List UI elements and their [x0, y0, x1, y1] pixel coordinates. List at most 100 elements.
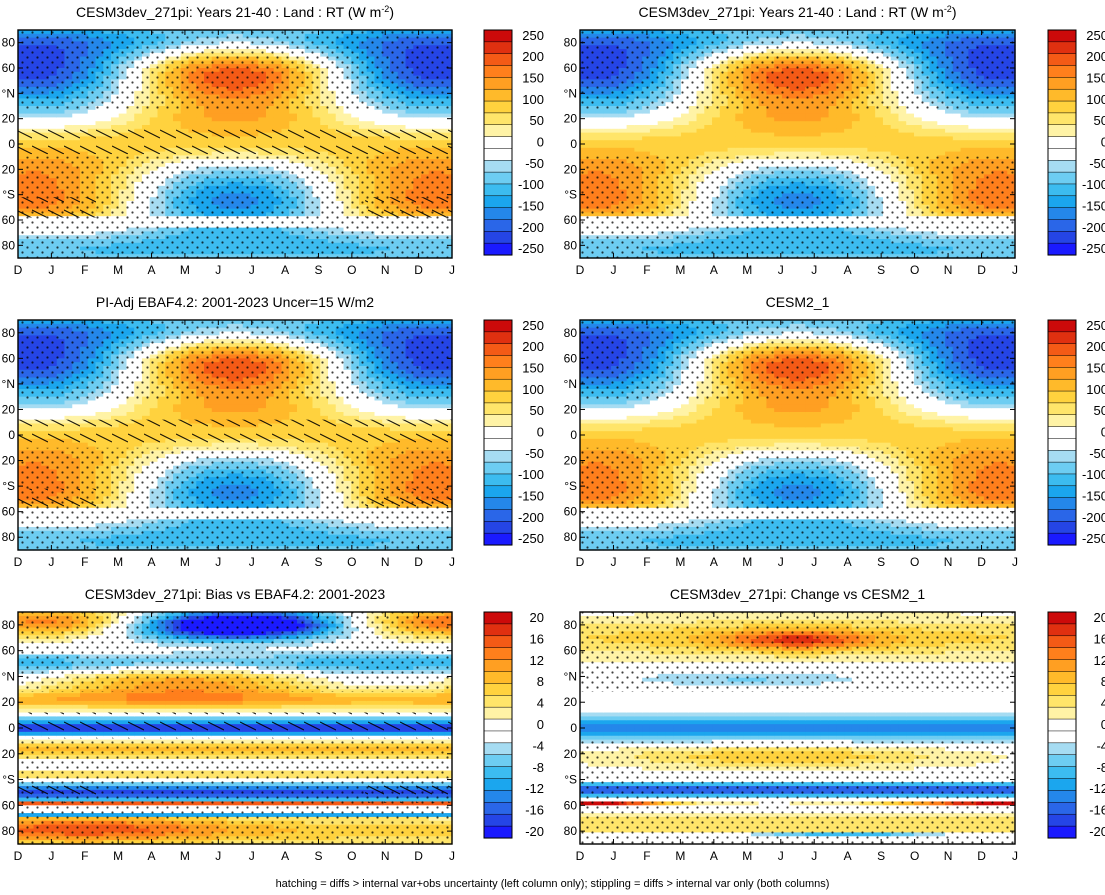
- heatmap-cell: [211, 109, 221, 115]
- heatmap-cell: [766, 151, 775, 156]
- x-tick-label: N: [381, 263, 390, 277]
- heatmap-cell: [41, 117, 50, 122]
- heatmap-cell: [421, 109, 430, 115]
- heatmap-cell: [580, 151, 589, 156]
- heatmap-cell: [242, 125, 252, 130]
- heatmap-cell: [304, 109, 314, 115]
- heatmap-cell: [712, 147, 721, 153]
- heatmap-cell: [95, 121, 104, 126]
- heatmap-cell: [56, 117, 66, 122]
- heatmap-cell: [366, 121, 376, 126]
- heatmap-cell: [219, 113, 228, 118]
- heatmap-cell: [774, 113, 783, 118]
- heatmap-cell: [273, 121, 283, 126]
- heatmap-cell: [727, 151, 736, 156]
- heatmap-cell: [626, 109, 635, 115]
- heatmap-cell: [688, 117, 698, 122]
- heatmap-cell: [649, 125, 659, 130]
- heatmap-cell: [227, 109, 236, 115]
- heatmap-cell: [618, 136, 628, 141]
- heatmap-cell: [680, 132, 690, 137]
- heatmap-cell: [642, 140, 651, 145]
- heatmap-cell: [665, 144, 674, 149]
- y-tick-label: 60: [2, 213, 16, 227]
- heatmap-cell: [719, 132, 729, 137]
- heatmap-cell: [580, 140, 589, 145]
- heatmap-cell: [580, 144, 589, 149]
- heatmap-cell: [25, 117, 35, 122]
- x-tick-label: M: [180, 263, 190, 277]
- heatmap-cell: [642, 128, 651, 134]
- heatmap-cell: [235, 113, 244, 118]
- heatmap-cell: [211, 117, 221, 122]
- heatmap-cell: [250, 125, 259, 130]
- heatmap-cell: [33, 117, 42, 122]
- heatmap-cell: [250, 117, 259, 122]
- heatmap-cell: [413, 117, 422, 122]
- heatmap-cell: [719, 140, 729, 145]
- heatmap-cell: [680, 117, 690, 122]
- heatmap-cell: [595, 109, 604, 115]
- heatmap-cell: [142, 113, 151, 118]
- heatmap-cell: [657, 121, 667, 126]
- heatmap-cell: [111, 113, 120, 118]
- heatmap-cell: [758, 151, 768, 156]
- heatmap-cell: [743, 147, 752, 153]
- heatmap-cell: [297, 125, 306, 130]
- heatmap-cell: [626, 128, 635, 134]
- heatmap-cell: [587, 121, 597, 126]
- heatmap-cell: [312, 125, 321, 130]
- heatmap-cell: [595, 125, 604, 130]
- heatmap-cell: [188, 117, 197, 122]
- heatmap-cell: [157, 113, 166, 118]
- heatmap-cell: [719, 121, 729, 126]
- heatmap-cell: [211, 125, 221, 130]
- heatmap-cell: [719, 144, 729, 149]
- heatmap-cell: [712, 117, 721, 122]
- panel-1: CESM3dev_271pi: Years 21-40 : Land : RT …: [2, 4, 544, 277]
- heatmap-cell: [351, 121, 360, 126]
- heatmap-cell: [335, 125, 345, 130]
- heatmap-cell: [766, 144, 775, 149]
- heatmap-cell: [41, 125, 50, 130]
- heatmap-cell: [580, 128, 589, 134]
- heatmap-cell: [580, 113, 589, 118]
- heatmap-cell: [421, 121, 430, 126]
- heatmap-cell: [444, 117, 453, 122]
- heatmap-cell: [428, 117, 438, 122]
- heatmap-cell: [397, 121, 407, 126]
- heatmap-cell: [444, 109, 453, 115]
- heatmap-cell: [587, 128, 597, 134]
- heatmap-cell: [595, 147, 604, 153]
- heatmap-cell: [436, 125, 445, 130]
- heatmap-cell: [587, 125, 597, 130]
- heatmap-cell: [758, 113, 768, 118]
- heatmap-cell: [18, 113, 27, 118]
- colorbar-swatch: [483, 65, 513, 78]
- heatmap-cell: [696, 140, 705, 145]
- heatmap-cell: [766, 113, 775, 118]
- heatmap-cell: [618, 117, 628, 122]
- x-tick-label: M: [113, 263, 123, 277]
- heatmap-cell: [258, 109, 267, 115]
- heatmap-cell: [49, 117, 58, 122]
- heatmap-cell: [712, 144, 721, 149]
- heatmap-cell: [696, 144, 705, 149]
- heatmap-cell: [390, 109, 399, 115]
- heatmap-cell: [735, 117, 744, 122]
- heatmap-cell: [743, 117, 752, 122]
- heatmap-cell: [258, 113, 267, 118]
- heatmap-cell: [657, 151, 667, 156]
- heatmap-cell: [211, 121, 221, 126]
- heatmap-cell: [719, 117, 729, 122]
- heatmap-cell: [712, 109, 721, 115]
- heatmap-cell: [204, 109, 213, 115]
- heatmap-cell: [219, 109, 228, 115]
- heatmap-cell: [743, 151, 752, 156]
- heatmap-cell: [735, 121, 744, 126]
- colorbar-label: 200: [522, 49, 544, 64]
- heatmap-cell: [649, 113, 659, 118]
- heatmap-cell: [727, 125, 736, 130]
- heatmap-cell: [219, 121, 228, 126]
- heatmap-cell: [750, 147, 760, 153]
